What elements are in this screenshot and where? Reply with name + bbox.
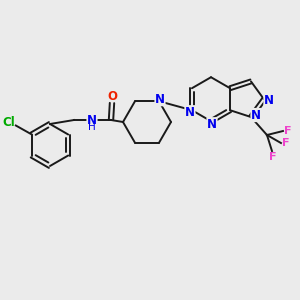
Text: F: F xyxy=(284,126,292,136)
Text: F: F xyxy=(269,152,277,162)
Text: H: H xyxy=(88,122,96,132)
Text: O: O xyxy=(107,89,117,103)
Text: F: F xyxy=(282,138,290,148)
Text: N: N xyxy=(185,106,195,119)
Text: N: N xyxy=(155,93,165,106)
Text: Cl: Cl xyxy=(2,116,15,129)
Text: N: N xyxy=(251,109,261,122)
Text: N: N xyxy=(87,113,97,127)
Text: N: N xyxy=(207,118,217,131)
Text: N: N xyxy=(264,94,274,107)
